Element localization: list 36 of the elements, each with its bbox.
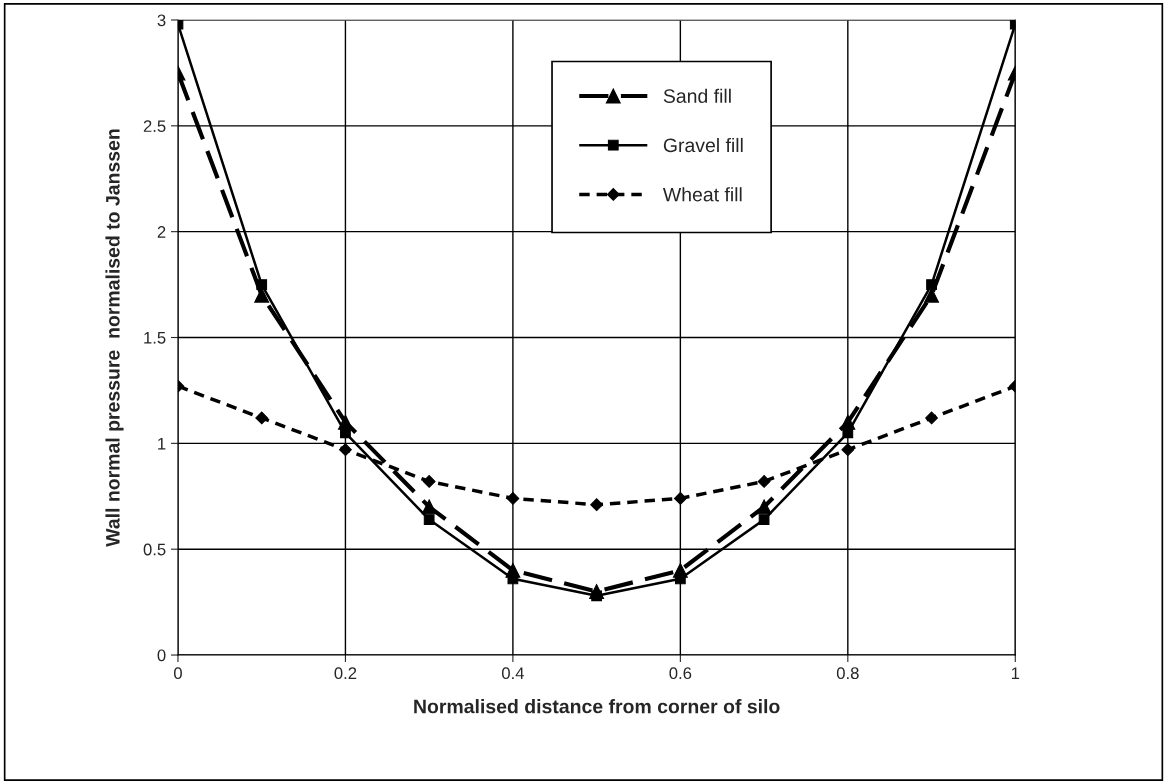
- x-tick-label: 0.8: [836, 667, 859, 680]
- point: [421, 499, 437, 515]
- y-tick-label: 0.5: [143, 543, 166, 556]
- y-tick-label: 2: [157, 226, 166, 238]
- point: [337, 414, 353, 430]
- x-tick-label: 0.6: [669, 667, 692, 680]
- point: [757, 475, 771, 488]
- point: [590, 498, 604, 512]
- point: [673, 491, 687, 505]
- point: [423, 514, 435, 525]
- point: [422, 475, 436, 488]
- legend-label: Gravel fill: [663, 137, 743, 153]
- point: [339, 443, 352, 457]
- x-axis-title: Normalised distance from corner of silo: [414, 699, 780, 714]
- y-tick-label: 1: [158, 437, 166, 450]
- y-tick-label: 1.5: [144, 332, 166, 344]
- y-tick-label: 0: [157, 649, 166, 662]
- point: [589, 584, 605, 599]
- x-tick-label: 0.4: [501, 667, 524, 680]
- x-tick-label: 0: [173, 667, 182, 680]
- point: [756, 499, 772, 515]
- point: [506, 491, 520, 505]
- point: [841, 443, 855, 457]
- x-tick-label: 1: [1011, 667, 1020, 679]
- legend-label: Wheat fill: [662, 187, 742, 202]
- y-tick-label: 3: [157, 14, 166, 27]
- point: [505, 562, 521, 578]
- point: [925, 411, 938, 425]
- point: [672, 562, 688, 578]
- y-axis-title: Wall normal pressure normalised to Janssen: [105, 129, 124, 547]
- point: [758, 514, 770, 525]
- point: [255, 411, 269, 425]
- legend-label: Sand fill: [663, 88, 731, 103]
- point: [840, 414, 856, 430]
- y-tick-label: 2.5: [143, 120, 166, 133]
- x-tick-label: 0.2: [334, 667, 357, 680]
